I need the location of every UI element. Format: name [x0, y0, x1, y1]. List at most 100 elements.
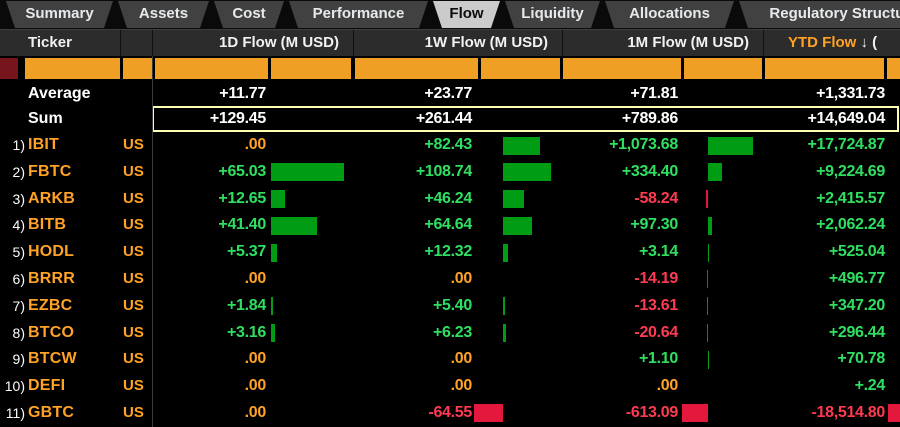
- ticker-cell[interactable]: IBIT: [28, 136, 60, 153]
- flow-bar-1d: [271, 324, 275, 343]
- table-row[interactable]: 10) DEFI US .00 .00 .00 +.24: [0, 373, 900, 400]
- table-row[interactable]: 6) BRRR US .00 .00 -14.19 +496.77: [0, 266, 900, 293]
- flow-value-1w: .00: [450, 269, 473, 287]
- table-row[interactable]: 9) BTCW US .00 .00 +1.10 +70.78: [0, 346, 900, 373]
- ticker-cell[interactable]: BRRR: [28, 269, 76, 287]
- column-header-ytd-flow[interactable]: YTD Flow ↓ (: [763, 30, 900, 56]
- summary-value: +261.44: [415, 110, 472, 127]
- summary-value: +789.86: [621, 110, 678, 127]
- column-header-1d-flow[interactable]: 1D Flow (M USD): [152, 30, 353, 56]
- exchange-cell: US: [123, 269, 144, 287]
- flow-bar-1m: [708, 216, 713, 235]
- filter-input[interactable]: [155, 58, 268, 79]
- tab-performance[interactable]: Performance: [289, 1, 428, 28]
- flow-value-ytd: +496.77: [828, 269, 885, 287]
- row-number: 2): [12, 163, 25, 180]
- row-number: 7): [12, 297, 25, 314]
- flow-value-1d: .00: [244, 403, 267, 421]
- flow-value-ytd: +2,415.57: [816, 189, 885, 207]
- flow-value-1w: .00: [450, 350, 473, 368]
- ticker-cell[interactable]: FBTC: [28, 162, 72, 180]
- filter-input[interactable]: [481, 58, 560, 79]
- filter-input[interactable]: [684, 58, 762, 79]
- row-number: 10): [4, 378, 25, 395]
- table-row[interactable]: 8) BTCO US +3.16 +6.23 -20.64 +296.44: [0, 320, 900, 347]
- tab-liquidity[interactable]: Liquidity: [505, 1, 600, 28]
- exchange-cell: US: [123, 350, 144, 368]
- table-row[interactable]: 7) EZBC US +1.84 +5.40 -13.61 +347.20: [0, 293, 900, 320]
- ticker-cell[interactable]: EZBC: [28, 296, 73, 314]
- table-row[interactable]: 11) GBTC US .00 -64.55 -613.09 -18,514.80: [0, 400, 900, 427]
- exchange-cell: US: [123, 136, 144, 153]
- filter-input[interactable]: [563, 58, 681, 79]
- tab-allocations[interactable]: Allocations: [605, 1, 734, 28]
- flow-value-ytd: +17,724.87: [807, 136, 885, 153]
- flow-value-1m: +3.14: [639, 243, 678, 261]
- flow-bar-1m: [706, 297, 708, 316]
- exchange-cell: US: [123, 377, 144, 395]
- flow-bar-1w: [503, 324, 506, 343]
- flow-bar-1w: [503, 216, 532, 235]
- exchange-cell: US: [123, 403, 144, 421]
- column-header-1w-flow[interactable]: 1W Flow (M USD): [353, 30, 562, 56]
- ticker-cell[interactable]: BTCW: [28, 350, 77, 368]
- column-header-ticker[interactable]: Ticker: [28, 34, 72, 51]
- ytd-flow-suffix: (: [872, 34, 878, 51]
- tab-regulatory-structure[interactable]: Regulatory Structure: [739, 1, 900, 28]
- row-number: 1): [12, 137, 25, 153]
- flow-value-1d: +1.84: [227, 296, 266, 314]
- flow-value-ytd: +.24: [854, 377, 886, 395]
- exchange-cell: US: [123, 162, 144, 180]
- flow-value-1d: +65.03: [218, 162, 266, 180]
- summary-row-average: Average +11.77 +23.77 +71.81 +1,331.73: [0, 81, 900, 106]
- row-number: 5): [12, 244, 25, 261]
- ticker-cell[interactable]: ARKB: [28, 189, 76, 207]
- tab-summary[interactable]: Summary: [6, 1, 113, 28]
- row-number: 6): [12, 270, 25, 287]
- ticker-cell[interactable]: DEFI: [28, 377, 66, 395]
- ticker-cell[interactable]: BITB: [28, 216, 67, 234]
- tab-flow[interactable]: Flow: [433, 1, 500, 28]
- filter-input[interactable]: [271, 58, 351, 79]
- flow-bar-1w: [503, 136, 540, 155]
- flow-bar-1w: [503, 163, 552, 182]
- tab-assets[interactable]: Assets: [118, 1, 209, 28]
- table-row[interactable]: 4) BITB US +41.40 +64.64 +97.30 +2,062.24: [0, 212, 900, 239]
- column-header-exchange[interactable]: [120, 30, 152, 56]
- flow-value-1m: +1,073.68: [609, 136, 678, 153]
- flow-value-1d: .00: [244, 136, 267, 153]
- table-row[interactable]: 1) IBIT US .00 +82.43 +1,073.68 +17,724.87: [0, 132, 900, 159]
- filter-input[interactable]: [25, 58, 120, 79]
- row-number: 4): [12, 217, 25, 234]
- flow-value-1m: +334.40: [621, 162, 678, 180]
- tab-cost[interactable]: Cost: [214, 1, 284, 28]
- flow-value-ytd: +347.20: [828, 296, 885, 314]
- row-number: 11): [5, 404, 25, 421]
- filter-input[interactable]: [123, 58, 152, 79]
- summary-value: +14,649.04: [807, 110, 885, 127]
- flow-value-1w: +108.74: [415, 162, 472, 180]
- flow-value-1d: +5.37: [227, 243, 266, 261]
- ticker-cell[interactable]: HODL: [28, 243, 75, 261]
- filter-input[interactable]: [887, 58, 900, 79]
- flow-bar-1d: [271, 297, 274, 316]
- filter-input[interactable]: [355, 58, 478, 79]
- table-row[interactable]: 2) FBTC US +65.03 +108.74 +334.40 +9,224.69: [0, 159, 900, 186]
- ticker-cell[interactable]: BTCO: [28, 323, 75, 341]
- column-header-1m-flow[interactable]: 1M Flow (M USD): [562, 30, 763, 56]
- flow-value-1m: +1.10: [639, 350, 678, 368]
- filter-row-stub: [0, 58, 18, 79]
- flow-value-1w: .00: [450, 377, 473, 395]
- table-row[interactable]: 3) ARKB US +12.65 +46.24 -58.24 +2,415.57: [0, 186, 900, 213]
- filter-input[interactable]: [765, 58, 884, 79]
- row-number: 8): [12, 324, 25, 341]
- table-row[interactable]: 5) HODL US +5.37 +12.32 +3.14 +525.04: [0, 239, 900, 266]
- flow-bar-1m: [706, 324, 708, 343]
- ticker-cell[interactable]: GBTC: [28, 403, 75, 421]
- summary-label: Sum: [28, 110, 63, 127]
- flow-value-1m: -20.64: [634, 323, 678, 341]
- flow-bar-1m: [708, 243, 710, 262]
- flow-value-1w: +46.24: [424, 189, 472, 207]
- summary-value: +129.45: [209, 110, 266, 127]
- column-header-row: Ticker 1D Flow (M USD) 1W Flow (M USD) 1…: [0, 29, 900, 56]
